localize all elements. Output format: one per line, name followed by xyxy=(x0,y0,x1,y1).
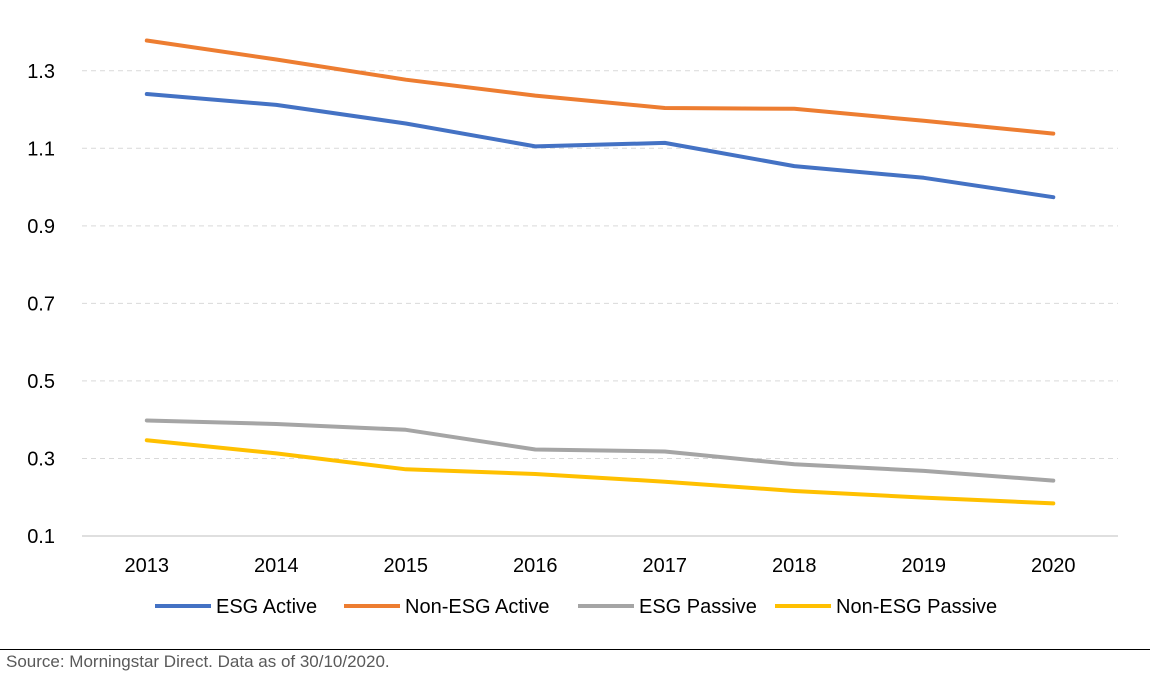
legend-item-esg-passive: ESG Passive xyxy=(578,596,757,618)
x-tick-label: 2018 xyxy=(772,555,817,577)
series-line-esg-active xyxy=(144,92,1056,200)
y-tick-label: 0.3 xyxy=(27,448,55,470)
series-line-non-esg-passive xyxy=(144,438,1056,506)
legend-label: ESG Active xyxy=(216,596,317,618)
legend-item-non-esg-active: Non-ESG Active xyxy=(344,596,550,618)
x-tick-label: 2014 xyxy=(254,555,299,577)
y-tick-label: 0.5 xyxy=(27,371,55,393)
line-chart: 0.10.30.50.70.91.11.3 2013 2014 2015 2016 20… xyxy=(27,38,1118,618)
legend-label: Non-ESG Active xyxy=(405,596,550,618)
series-lines xyxy=(144,38,1056,506)
y-tick-label: 1.3 xyxy=(27,61,55,83)
footer-divider xyxy=(0,649,1150,650)
legend-label: Non-ESG Passive xyxy=(836,596,997,618)
source-note: Source: Morningstar Direct. Data as of 3… xyxy=(6,652,390,671)
y-tick-label: 0.7 xyxy=(27,293,55,315)
x-tick-label: 2019 xyxy=(902,555,947,577)
legend-label: ESG Passive xyxy=(639,596,757,618)
y-tick-label: 0.1 xyxy=(27,526,55,548)
gridlines xyxy=(82,70,1118,537)
legend-item-esg-active: ESG Active xyxy=(155,596,317,618)
x-tick-label: 2020 xyxy=(1031,555,1076,577)
legend: ESG Active Non-ESG Active ESG Passive Non-E… xyxy=(155,596,997,618)
series-line-esg-passive xyxy=(144,418,1056,483)
y-tick-label: 0.9 xyxy=(27,216,55,238)
x-tick-label: 2017 xyxy=(643,555,688,577)
series-line-non-esg-active xyxy=(144,38,1056,136)
legend-item-non-esg-passive: Non-ESG Passive xyxy=(775,596,997,618)
x-axis-tick-labels: 2013 2014 2015 2016 2017 2018 2019 2020 xyxy=(125,555,1076,577)
x-tick-label: 2013 xyxy=(125,555,170,577)
x-tick-label: 2016 xyxy=(513,555,558,577)
x-tick-label: 2015 xyxy=(384,555,429,577)
y-tick-label: 1.1 xyxy=(27,138,55,160)
y-axis-tick-labels: 0.1 0.3 0.5 0.7 0.9 1.1 1.3 xyxy=(27,61,55,548)
